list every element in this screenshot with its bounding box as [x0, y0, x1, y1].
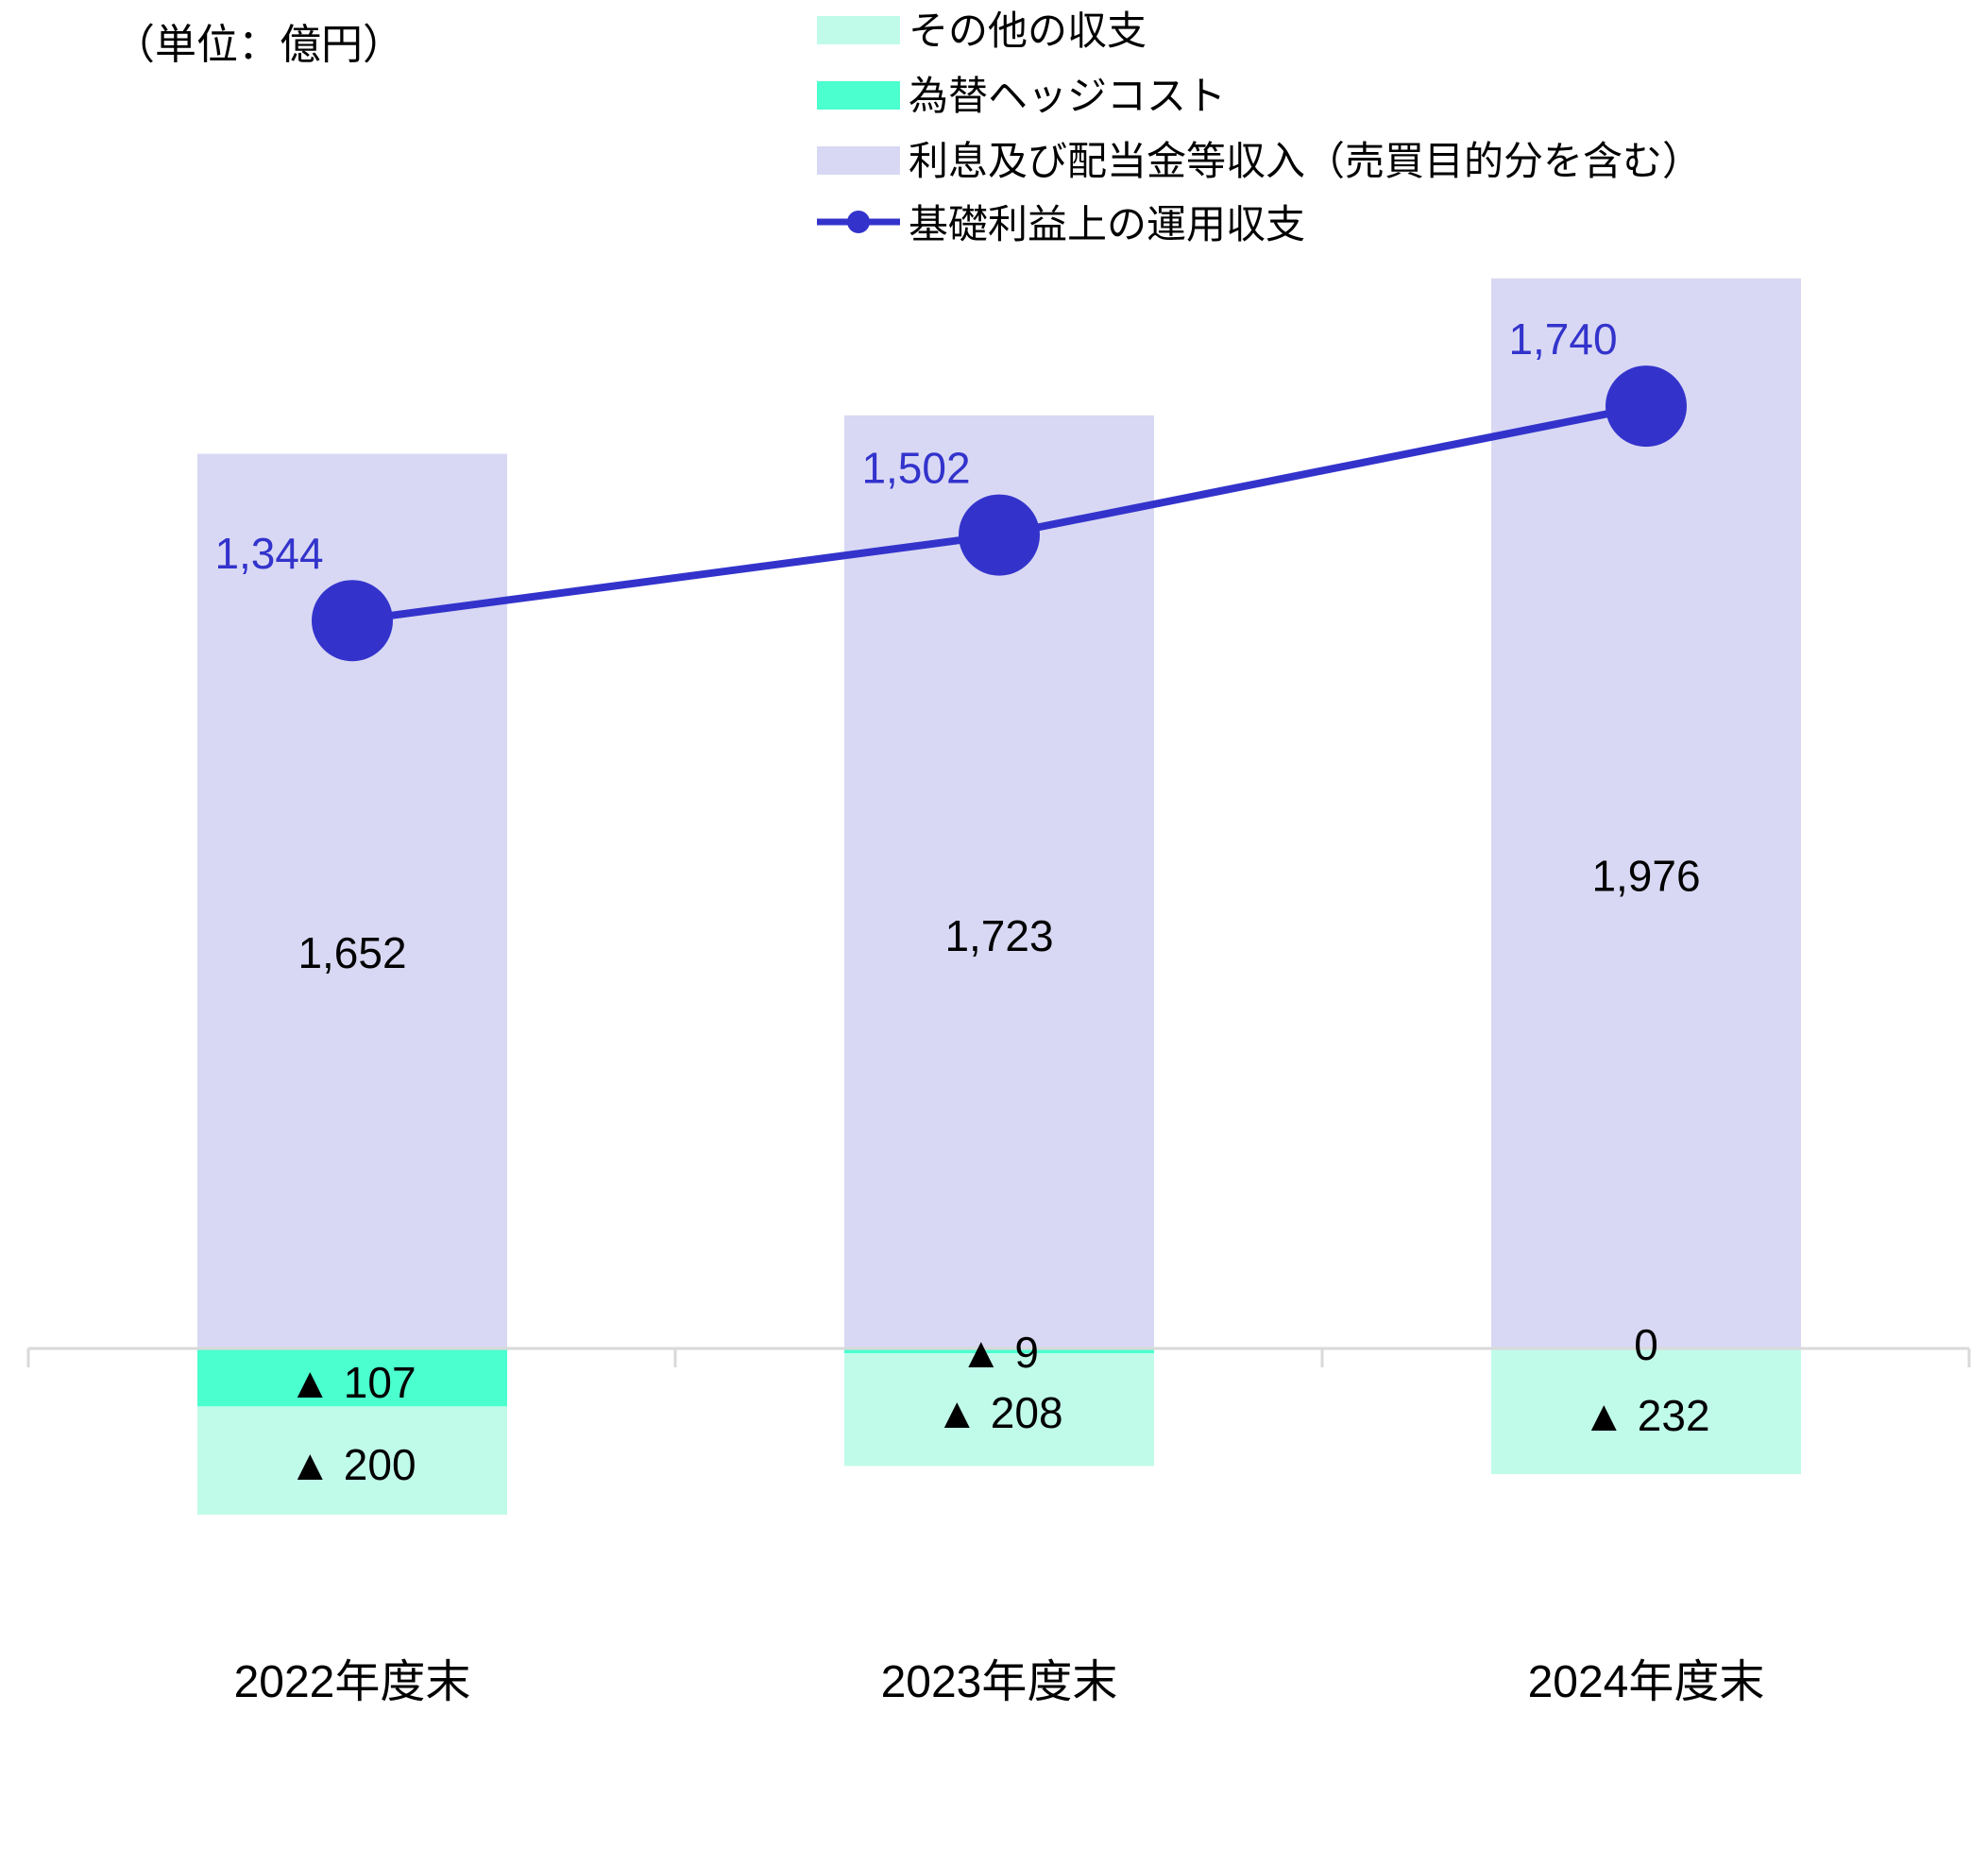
- bar-other: [844, 1353, 1154, 1467]
- bar-hedge: [197, 1348, 507, 1407]
- legend-swatch-line-marker: [847, 211, 870, 233]
- legend-label-other: その他の収支: [909, 8, 1147, 53]
- bar-other: [1491, 1348, 1801, 1475]
- line-point: [959, 494, 1040, 576]
- legend: その他の収支 為替ヘッジコスト 利息及び配当金等収入（売買目的分を含む） 基礎利…: [817, 8, 1702, 246]
- bar-interest: [1491, 278, 1801, 1348]
- data-label-line: 1,502: [861, 444, 970, 493]
- line-point: [1606, 365, 1687, 448]
- data-label-hedge: 0: [1634, 1320, 1658, 1369]
- data-label-other: ▲ 232: [1582, 1391, 1709, 1440]
- x-tick-label: 2022年度末: [234, 1657, 471, 1707]
- line-point: [312, 580, 393, 662]
- x-tick-label: 2024年度末: [1528, 1657, 1765, 1707]
- data-label-line: 1,344: [214, 529, 323, 578]
- unit-label: （単位：億円）: [113, 22, 404, 68]
- legend-label-hedge: 為替ヘッジコスト: [909, 74, 1226, 118]
- legend-label-line: 基礎利益上の運用収支: [909, 202, 1305, 246]
- legend-swatch-hedge: [817, 81, 900, 110]
- bar-other: [197, 1406, 507, 1516]
- data-label-hedge: ▲ 9: [960, 1328, 1039, 1377]
- data-label-hedge: ▲ 107: [288, 1358, 416, 1407]
- plot-area: 2022年度末 2023年度末 2024年度末 1,652 1,723 1,976 ▲ 10…: [26, 278, 1971, 1707]
- data-label-interest: 1,723: [944, 911, 1053, 960]
- x-tick-label: 2023年度末: [881, 1657, 1118, 1707]
- data-label-line: 1,740: [1508, 314, 1617, 364]
- data-label-interest: 1,976: [1591, 851, 1700, 900]
- legend-swatch-interest: [817, 146, 900, 175]
- data-label-other: ▲ 200: [288, 1440, 416, 1489]
- bar-hedge: [844, 1348, 1154, 1354]
- legend-label-interest: 利息及び配当金等収入（売買目的分を含む）: [909, 139, 1702, 183]
- data-label-other: ▲ 208: [935, 1388, 1062, 1437]
- data-label-interest: 1,652: [297, 928, 406, 977]
- legend-swatch-other: [817, 16, 900, 44]
